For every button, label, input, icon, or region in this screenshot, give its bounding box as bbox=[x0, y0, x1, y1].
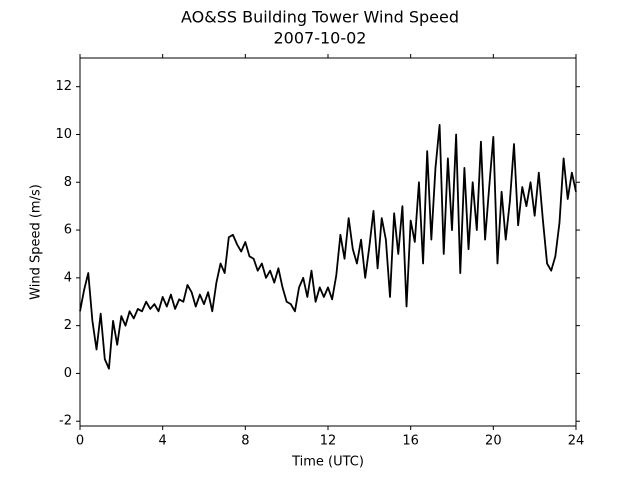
x-tick-label: 20 bbox=[485, 434, 502, 449]
plot-frame bbox=[79, 57, 577, 427]
y-tick-label: -2 bbox=[59, 414, 72, 429]
x-tick-label: 24 bbox=[568, 434, 585, 449]
x-tick-label: 4 bbox=[159, 434, 167, 449]
y-tick-label: 4 bbox=[64, 270, 72, 285]
chart-title: AO&SS Building Tower Wind Speed bbox=[181, 8, 459, 27]
x-tick-label: 16 bbox=[402, 434, 419, 449]
data-line bbox=[79, 124, 577, 370]
y-tick-label: 2 bbox=[64, 318, 72, 333]
y-tick-label: 0 bbox=[64, 366, 72, 381]
x-tick-label: 12 bbox=[320, 434, 337, 449]
x-axis-label: Time (UTC) bbox=[291, 455, 364, 470]
y-tick-label: 6 bbox=[64, 223, 72, 238]
y-axis-label: Wind Speed (m/s) bbox=[29, 184, 44, 300]
y-tick-label: 8 bbox=[64, 175, 72, 190]
y-tick-label: 10 bbox=[55, 127, 72, 142]
x-tick-label: 0 bbox=[76, 434, 84, 449]
y-tick-label: 12 bbox=[55, 79, 72, 94]
x-tick-label: 8 bbox=[241, 434, 249, 449]
chart-subtitle: 2007-10-02 bbox=[274, 29, 367, 48]
